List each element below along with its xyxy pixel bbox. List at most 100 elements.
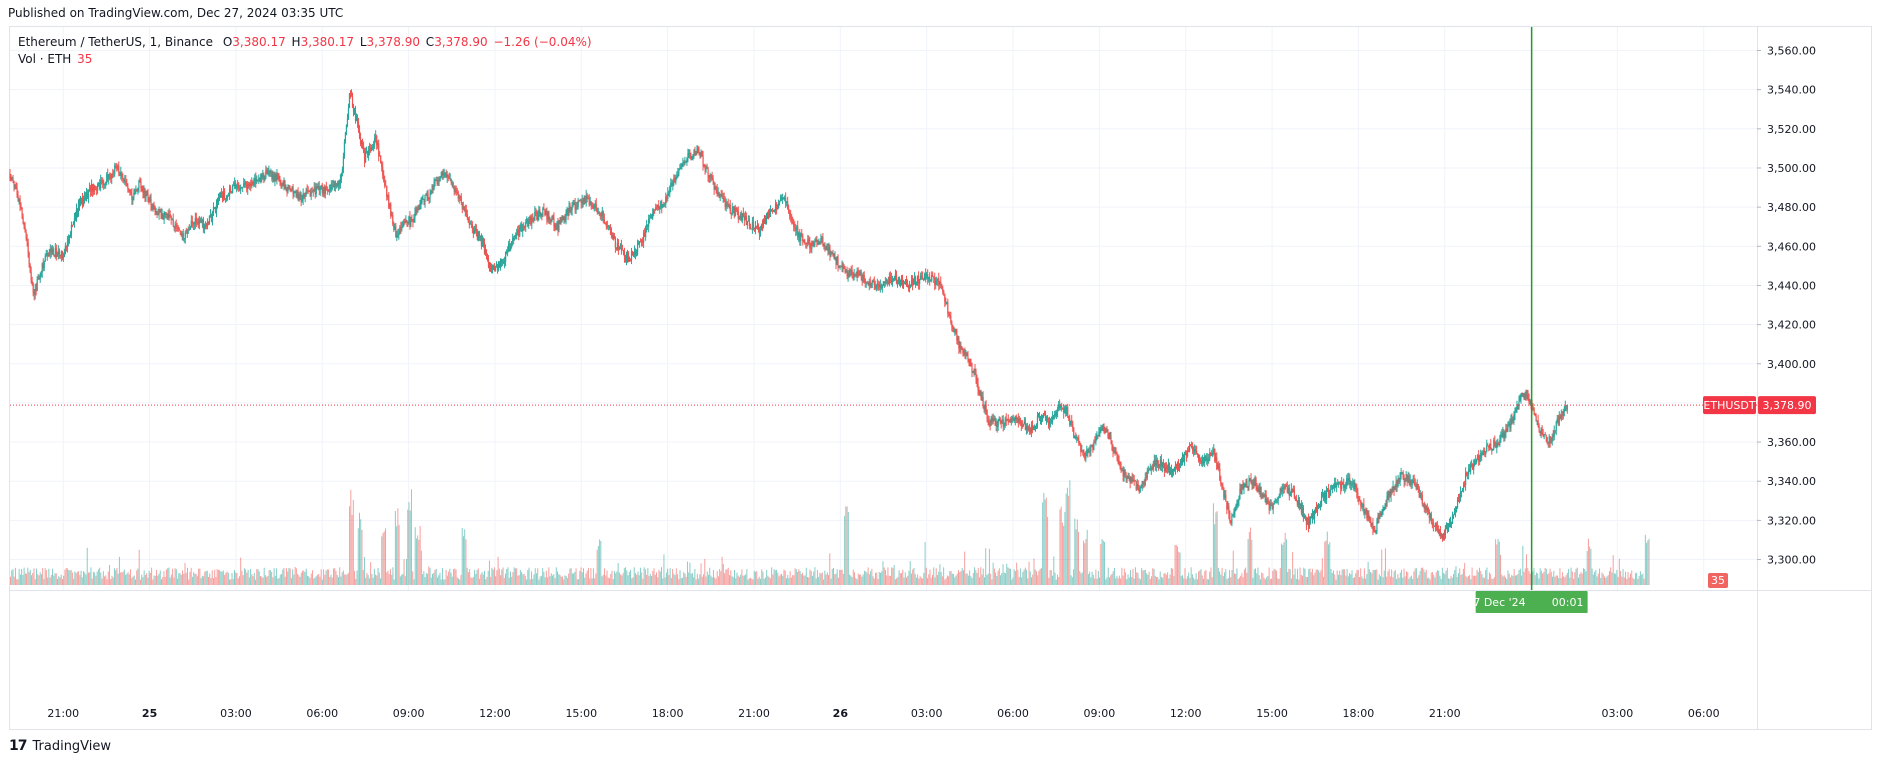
candle-body — [1329, 493, 1331, 495]
volume-bar — [610, 573, 612, 585]
candle-body — [1255, 479, 1257, 488]
candle-body — [143, 188, 145, 193]
last-volume-box — [1708, 573, 1728, 588]
candle-body — [1489, 443, 1491, 448]
candle-body — [141, 187, 143, 191]
candle-body — [872, 280, 874, 283]
volume-bar — [1196, 579, 1198, 585]
candle-body — [395, 226, 397, 238]
volume-bar — [615, 573, 617, 585]
candle-body — [35, 288, 37, 291]
volume-bar — [701, 576, 703, 585]
candle-body — [964, 352, 966, 354]
volume-bar — [1048, 577, 1050, 585]
volume-bar — [373, 568, 375, 585]
candle-body — [93, 185, 95, 192]
candle-body — [25, 232, 27, 239]
candle-body — [860, 271, 862, 277]
tradingview-logo-icon[interactable]: 17 — [9, 738, 28, 754]
candle-body — [1050, 420, 1053, 422]
candle-body — [817, 241, 819, 245]
candle-body — [387, 195, 389, 197]
candle-body — [1015, 416, 1017, 421]
candle-body — [521, 224, 523, 232]
volume-bar — [1120, 578, 1122, 585]
candle-body — [966, 353, 968, 356]
candle-body — [886, 280, 888, 283]
candle-body — [287, 185, 289, 192]
volume-bar — [983, 577, 985, 585]
volume-bar — [330, 574, 332, 585]
candle-body — [462, 206, 464, 209]
candle-body — [1099, 430, 1101, 432]
candle-body — [1346, 478, 1348, 486]
candle-body — [444, 173, 446, 175]
candle-body — [928, 276, 930, 279]
candle-body — [495, 264, 498, 268]
volume-bar — [745, 574, 747, 585]
volume-bar — [946, 575, 948, 585]
candle-body — [263, 174, 265, 181]
footer-brand[interactable]: TradingView — [32, 738, 112, 754]
volume-bar — [305, 568, 307, 585]
candle-body — [1163, 464, 1166, 472]
candle-body — [146, 190, 148, 194]
chart-frame[interactable] — [9, 26, 1872, 730]
volume-bar — [240, 557, 242, 585]
x-tick-label: 06:00 — [1688, 707, 1720, 720]
candle-body — [666, 196, 668, 199]
volume-bar — [436, 577, 438, 585]
candle-body — [1343, 483, 1345, 489]
candle-body — [1144, 477, 1146, 485]
candle-body — [1479, 457, 1481, 462]
candle-body — [130, 192, 132, 194]
candle-body — [704, 166, 706, 170]
candle-body — [911, 279, 914, 286]
candle-body — [1428, 511, 1430, 519]
volume-bar — [1357, 569, 1359, 585]
candle-body — [594, 203, 596, 205]
volume-bar — [139, 579, 141, 585]
candle-body — [1511, 419, 1513, 422]
volume-bar — [133, 575, 135, 585]
candle-body — [519, 227, 521, 237]
candle-body — [385, 185, 387, 187]
volume-bar — [1250, 527, 1252, 585]
candle-body — [497, 262, 500, 271]
candle-body — [547, 212, 549, 220]
volume-bar — [53, 575, 55, 585]
volume-bar — [777, 572, 779, 585]
volume-bar — [402, 573, 404, 585]
candle-body — [660, 201, 662, 208]
candle-body — [211, 211, 214, 221]
candle-body — [300, 194, 302, 202]
volume-bar — [1444, 574, 1446, 585]
volume-bar — [790, 577, 792, 585]
candle-body — [1491, 449, 1493, 451]
volume-bar — [107, 571, 109, 585]
candle-body — [339, 178, 342, 185]
candle-body — [525, 221, 527, 227]
volume-bar — [209, 573, 211, 585]
volume-bar — [632, 577, 634, 585]
candle-body — [758, 228, 761, 235]
volume-bar — [1325, 540, 1327, 585]
candle-body — [653, 209, 655, 213]
candle-body — [80, 198, 83, 202]
candle-body — [88, 187, 91, 191]
volume-bar — [783, 569, 785, 585]
candle-body — [1355, 484, 1357, 489]
candle-body — [1104, 429, 1106, 433]
candle-body — [418, 209, 420, 210]
candle-body — [89, 187, 92, 192]
candle-body — [599, 213, 601, 216]
candle-body — [298, 194, 300, 200]
volume-bar — [299, 576, 301, 585]
volume-bar — [378, 572, 380, 585]
candle-body — [271, 171, 273, 179]
candle-body — [122, 177, 124, 179]
candle-body — [828, 247, 830, 251]
candle-body — [618, 246, 621, 250]
volume-bar — [819, 572, 821, 585]
